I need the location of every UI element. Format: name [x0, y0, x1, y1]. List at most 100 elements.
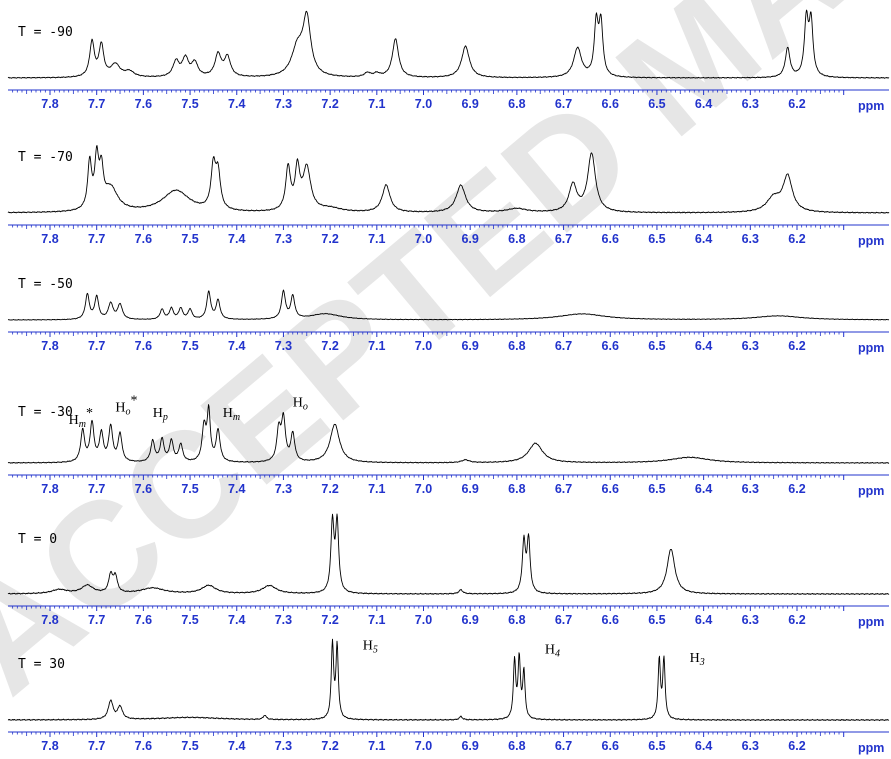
x-tick-label: 7.4	[228, 232, 245, 246]
x-tick-label: 7.3	[275, 232, 292, 246]
x-tick-label: 6.2	[788, 482, 805, 496]
x-tick-label: 6.2	[788, 339, 805, 353]
x-tick-label: 6.5	[648, 613, 665, 627]
x-tick-label: 6.7	[555, 482, 572, 496]
temperature-label: T = 0	[18, 532, 57, 547]
x-tick-label: 6.6	[602, 739, 619, 753]
x-tick-label: 7.0	[415, 232, 432, 246]
x-tick-label: 7.8	[41, 339, 58, 353]
annotation-subscript: o	[125, 406, 130, 417]
x-tick-label: 7.7	[88, 339, 105, 353]
x-tick-label: 6.9	[461, 97, 478, 111]
x-tick-label: 7.0	[415, 613, 432, 627]
x-tick-label: 6.5	[648, 97, 665, 111]
x-tick-label: 7.1	[368, 97, 385, 111]
x-tick-label: 6.4	[695, 97, 712, 111]
annotation-text: H	[115, 400, 125, 415]
x-tick-label: 7.4	[228, 482, 245, 496]
x-tick-label: 6.8	[508, 339, 525, 353]
x-tick-label: 6.3	[742, 613, 759, 627]
x-tick-label: 7.1	[368, 482, 385, 496]
annotation-superscript: *	[86, 406, 93, 421]
x-tick-label: 6.9	[461, 613, 478, 627]
x-tick-label: 6.7	[555, 97, 572, 111]
x-tick-label: 7.6	[135, 339, 152, 353]
x-unit-label: ppm	[858, 615, 884, 629]
x-unit-label: ppm	[858, 234, 884, 248]
peak-annotation: H3	[690, 651, 705, 668]
spectrum-panel: T = 30 7.8 7.7 7.6 7.5 7.4 7.3 7.2 7.1 7.0 6.9 6.8 6…	[7, 638, 890, 755]
x-tick-label: 7.2	[321, 613, 338, 627]
x-tick-label: 6.6	[602, 613, 619, 627]
x-unit-label: ppm	[858, 341, 884, 355]
peak-annotation: Hp	[153, 406, 168, 423]
x-tick-label: 7.6	[135, 97, 152, 111]
x-tick-label: 6.2	[788, 613, 805, 627]
x-tick-label: 7.7	[88, 232, 105, 246]
peak-annotation: Hm	[223, 406, 240, 423]
x-tick-label: 7.7	[88, 613, 105, 627]
x-tick-label: 7.2	[321, 482, 338, 496]
x-tick-label: 6.3	[742, 232, 759, 246]
x-tick-label: 7.5	[181, 339, 198, 353]
x-tick-label: 7.8	[41, 97, 58, 111]
x-tick-label: 7.0	[415, 482, 432, 496]
x-tick-label: 7.6	[135, 232, 152, 246]
x-tick-label: 6.3	[742, 482, 759, 496]
x-tick-label: 6.8	[508, 97, 525, 111]
x-tick-label: 7.6	[135, 482, 152, 496]
spectrum-trace	[7, 289, 890, 321]
x-tick-label: 7.6	[135, 739, 152, 753]
annotation-text: H	[545, 643, 555, 658]
x-tick-label: 6.4	[695, 739, 712, 753]
x-tick-label: 6.7	[555, 232, 572, 246]
spectrum-panel: T = -70 7.8 7.7 7.6 7.5 7.4 7.3 7.2 7.1 7.0 6.9 6.8…	[7, 145, 890, 248]
x-tick-label: 7.2	[321, 232, 338, 246]
x-tick-label: 6.3	[742, 339, 759, 353]
spectrum-panel: T = -30 7.8 7.7 7.6 7.5 7.4 7.3 7.2 7.1 7.0 6.9 6.8…	[7, 404, 890, 498]
annotation-text: H	[363, 638, 373, 653]
x-tick-label: 7.0	[415, 97, 432, 111]
annotation-subscript: o	[303, 402, 308, 413]
x-tick-label: 7.5	[181, 739, 198, 753]
x-tick-label: 6.5	[648, 482, 665, 496]
x-tick-label: 6.8	[508, 613, 525, 627]
x-tick-label: 6.5	[648, 739, 665, 753]
spectrum-trace	[7, 9, 890, 79]
annotation-subscript: 3	[699, 657, 705, 668]
x-tick-label: 7.7	[88, 739, 105, 753]
x-tick-label: 7.0	[415, 339, 432, 353]
x-tick-label: 7.3	[275, 613, 292, 627]
x-tick-label: 6.6	[602, 232, 619, 246]
x-tick-label: 6.3	[742, 97, 759, 111]
x-tick-label: 6.8	[508, 482, 525, 496]
annotation-subscript: 5	[373, 644, 378, 655]
x-tick-label: 6.9	[461, 339, 478, 353]
x-tick-label: 6.7	[555, 339, 572, 353]
x-tick-label: 6.4	[695, 482, 712, 496]
x-tick-label: 7.5	[181, 482, 198, 496]
x-tick-label: 7.7	[88, 482, 105, 496]
x-tick-label: 7.0	[415, 739, 432, 753]
x-tick-label: 6.6	[602, 339, 619, 353]
annotation-text: H	[153, 406, 163, 421]
x-tick-label: 7.7	[88, 97, 105, 111]
x-tick-label: 7.8	[41, 482, 58, 496]
x-tick-label: 6.2	[788, 739, 805, 753]
spectrum-trace	[7, 638, 890, 722]
peak-annotation: Ho	[293, 396, 308, 413]
x-unit-label: ppm	[858, 741, 884, 755]
x-tick-label: 6.5	[648, 232, 665, 246]
x-tick-label: 7.2	[321, 739, 338, 753]
spectrum-trace	[7, 404, 890, 464]
spectrum-panel: T = 0 7.8 7.7 7.6 7.5 7.4 7.3 7.2 7.1 7.0 6.9 6.8 6.…	[7, 513, 890, 629]
x-tick-label: 6.8	[508, 739, 525, 753]
x-tick-label: 6.8	[508, 232, 525, 246]
x-tick-label: 6.2	[788, 97, 805, 111]
x-tick-label: 6.6	[602, 97, 619, 111]
x-tick-label: 7.3	[275, 739, 292, 753]
x-tick-label: 7.4	[228, 97, 245, 111]
x-tick-label: 7.8	[41, 232, 58, 246]
annotation-subscript: m	[79, 419, 86, 430]
x-tick-label: 7.1	[368, 613, 385, 627]
